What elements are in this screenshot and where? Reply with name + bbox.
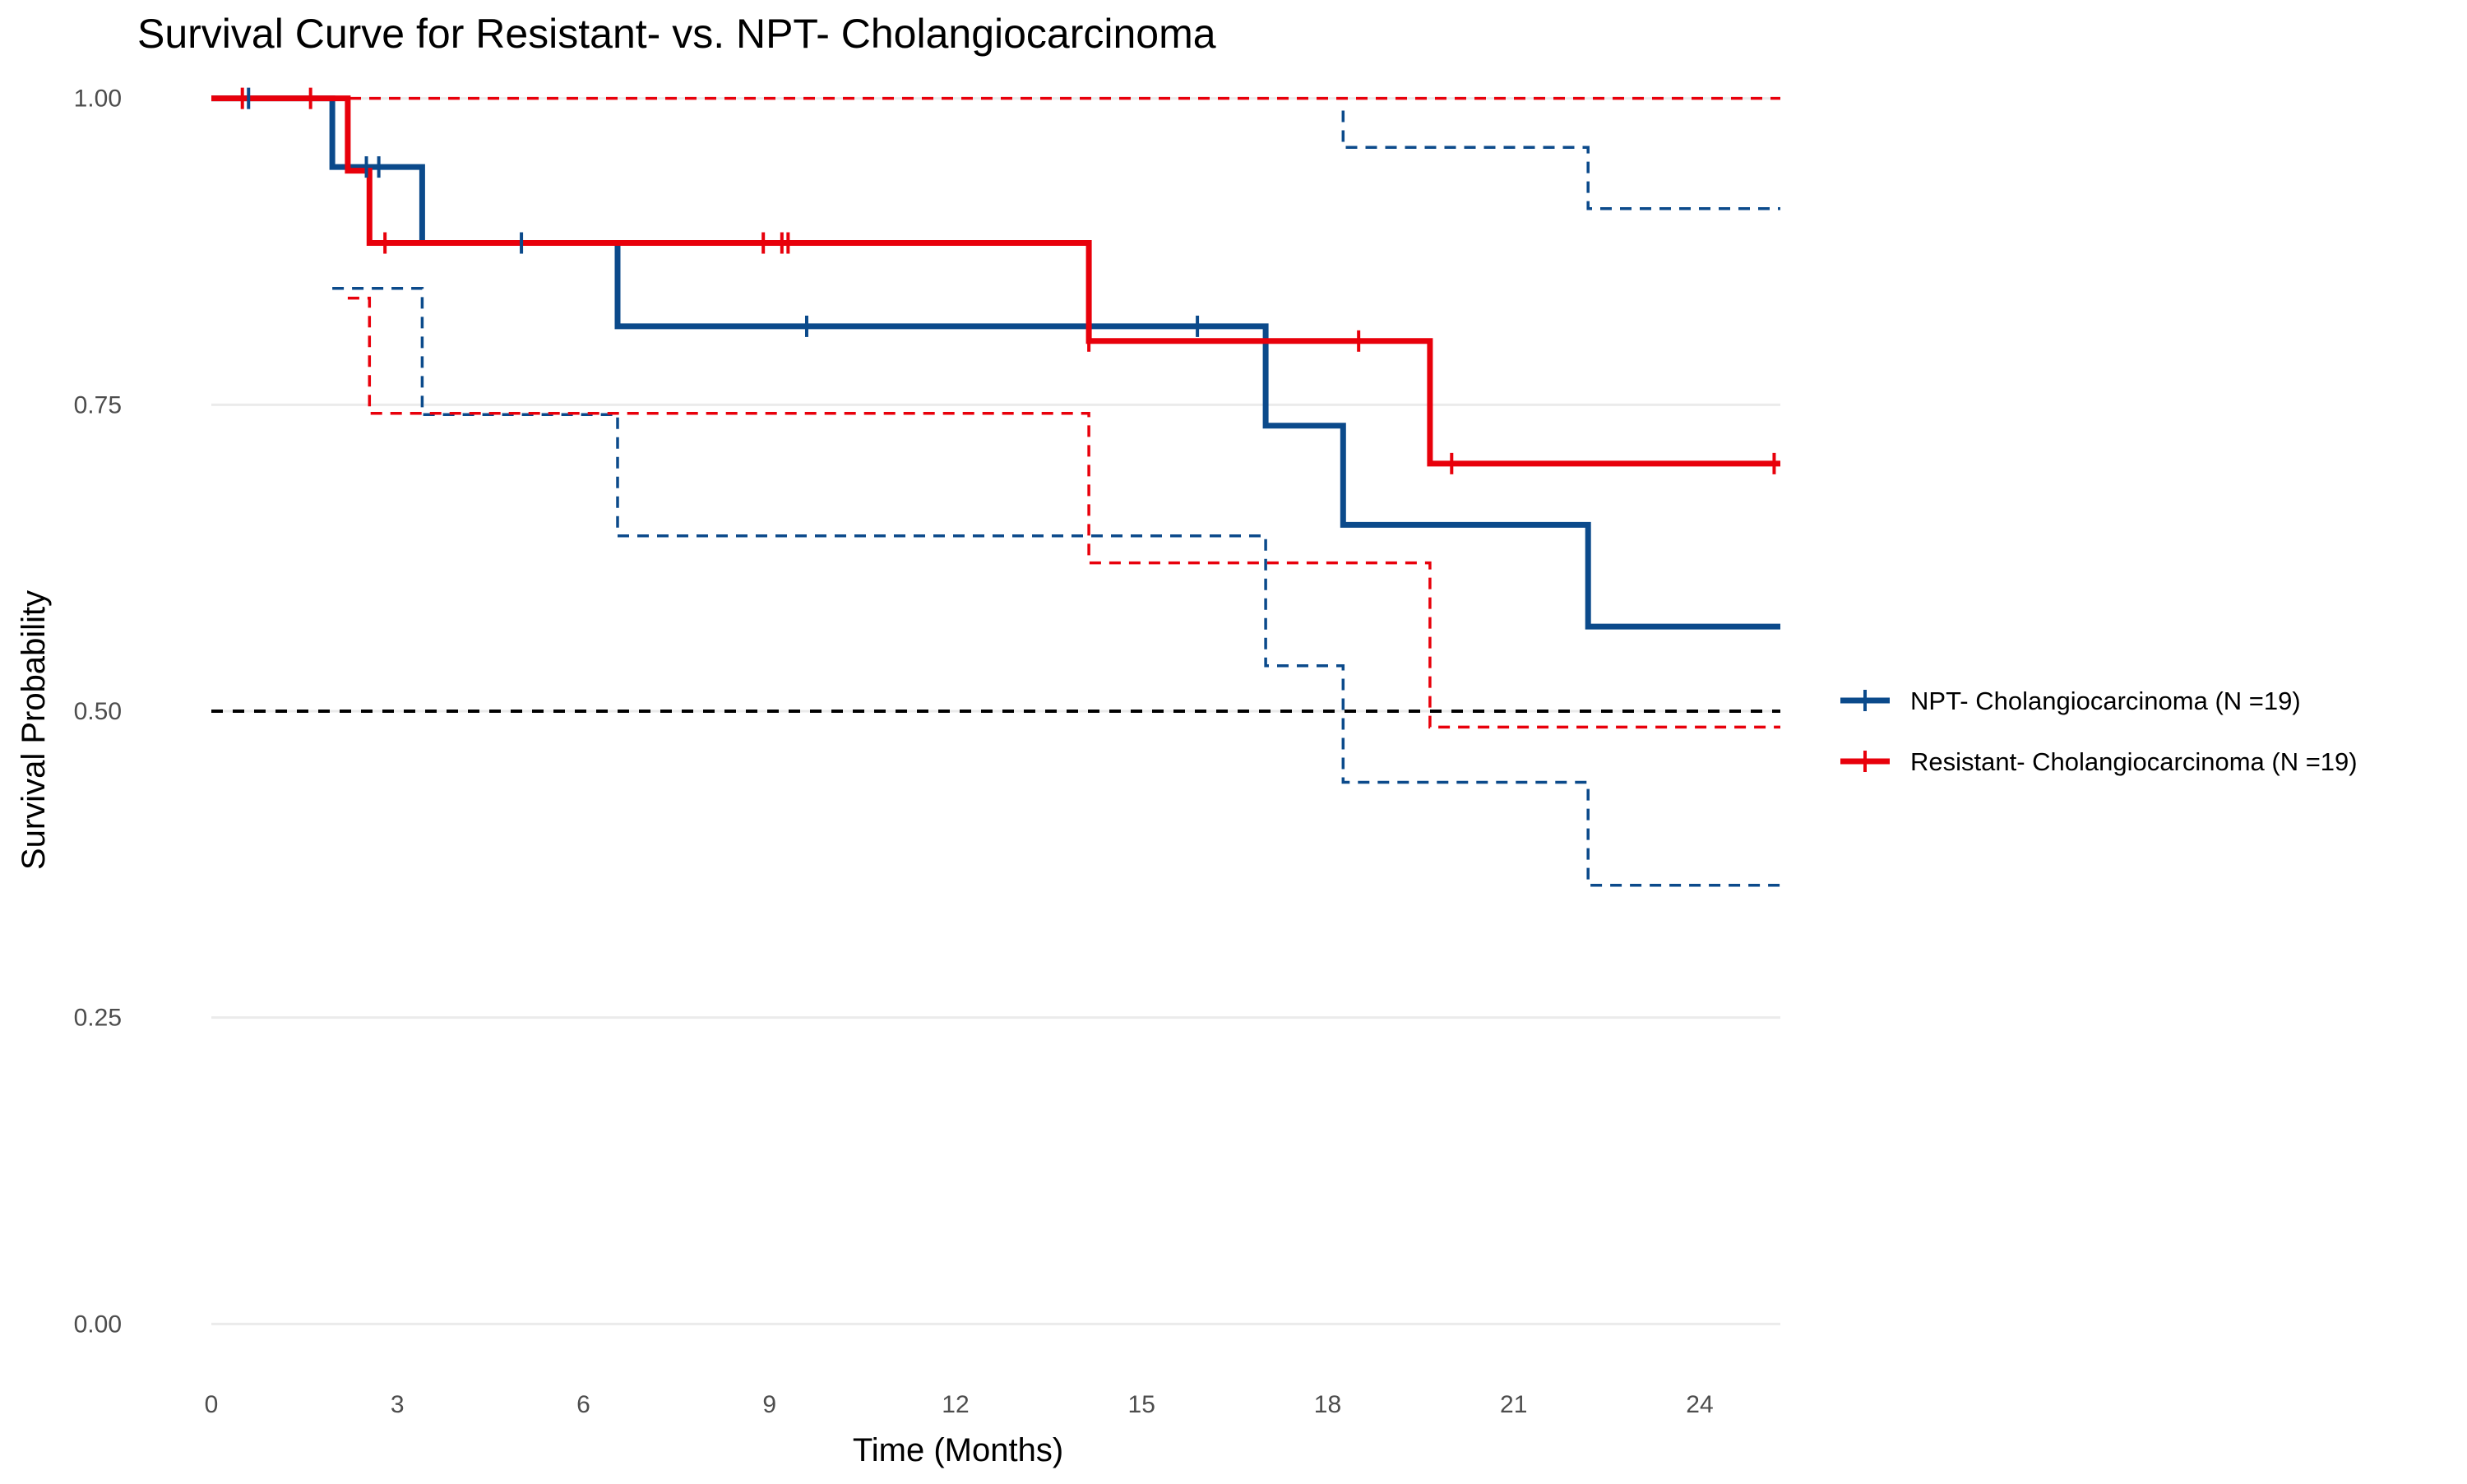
legend: NPT- Cholangiocarcinoma (N =19) Resistant… (1840, 687, 2358, 776)
y-tick-label: 0.25 (74, 1005, 122, 1032)
x-tick-label: 12 (942, 1391, 969, 1418)
y-tick-label: 0.75 (74, 391, 122, 418)
resistant-survival-line (211, 95, 1780, 467)
y-axis-title: Survival Probability (16, 590, 52, 870)
resistant-legend-item: Resistant- Cholangiocarcinoma (N =19) (1840, 747, 2358, 776)
npt-legend-label: NPT- Cholangiocarcinoma (N =19) (1910, 687, 2301, 715)
y-tick-label: 0.50 (74, 698, 122, 725)
x-tick-label: 15 (1128, 1391, 1155, 1418)
x-axis-title: Time (Months) (853, 1432, 1063, 1468)
x-tick-label: 21 (1500, 1391, 1527, 1418)
x-tick-label: 6 (576, 1391, 590, 1418)
resistant-legend-label: Resistant- Cholangiocarcinoma (N =19) (1910, 747, 2358, 776)
npt-legend-item: NPT- Cholangiocarcinoma (N =19) (1840, 687, 2301, 715)
y-tick-label: 0.00 (74, 1311, 122, 1338)
x-tick-label: 24 (1686, 1391, 1713, 1418)
resistant-ci-lower-line (347, 296, 1780, 729)
x-tick-label: 18 (1314, 1391, 1341, 1418)
x-tick-label: 9 (762, 1391, 776, 1418)
npt-ci-upper-line (1341, 110, 1780, 210)
x-tick-label: 3 (391, 1391, 405, 1418)
npt-survival-line (211, 95, 1780, 630)
y-axis-ticks: 0.00 0.25 0.50 0.75 1.00 (74, 86, 122, 1338)
y-tick-label: 1.00 (74, 86, 122, 113)
npt-ci-lower-line (332, 286, 1780, 887)
censor-mark-layer (240, 87, 1776, 474)
x-tick-label: 0 (205, 1391, 219, 1418)
x-axis-ticks: 0 3 6 9 12 15 18 21 24 (205, 1391, 1714, 1418)
chart-title: Survival Curve for Resistant- vs. NPT- C… (137, 11, 1216, 57)
survival-curve-layer (211, 95, 1780, 630)
confidence-band-layer (211, 96, 1780, 887)
